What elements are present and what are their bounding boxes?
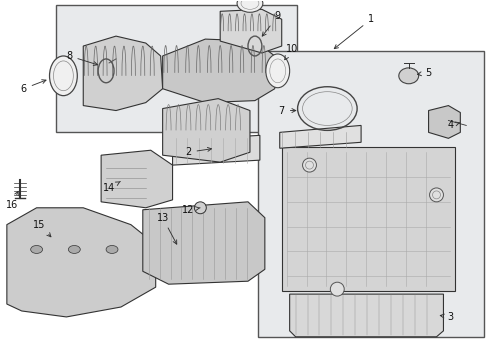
Text: 14: 14 [103,181,121,193]
Text: 3: 3 [440,312,453,322]
Text: 9: 9 [262,11,281,36]
Polygon shape [83,36,163,111]
Text: 7: 7 [279,105,296,116]
Polygon shape [290,294,443,337]
Text: 4: 4 [447,121,460,130]
Ellipse shape [266,54,290,88]
Ellipse shape [330,282,344,296]
Text: 16: 16 [6,192,18,210]
Polygon shape [101,150,172,208]
Polygon shape [163,99,250,162]
Polygon shape [280,125,361,148]
Text: 5: 5 [417,68,432,78]
Text: 13: 13 [156,213,177,244]
Bar [56,5,296,132]
Polygon shape [7,208,156,317]
Ellipse shape [195,202,206,214]
Ellipse shape [302,158,317,172]
Polygon shape [143,202,265,284]
Text: 15: 15 [33,220,51,237]
Text: 2: 2 [185,147,212,157]
Ellipse shape [237,0,263,12]
Ellipse shape [49,56,77,96]
Ellipse shape [106,246,118,253]
Ellipse shape [31,246,43,253]
Polygon shape [429,105,460,138]
Text: 1: 1 [334,14,374,49]
Polygon shape [220,9,282,53]
Text: 8: 8 [66,51,98,66]
Ellipse shape [399,68,418,84]
Text: 12: 12 [182,205,200,215]
Text: 10: 10 [285,44,298,60]
Text: 6: 6 [21,80,46,94]
Ellipse shape [69,246,80,253]
Polygon shape [163,39,275,103]
Bar [282,147,455,291]
Ellipse shape [430,188,443,202]
Bar [258,51,484,337]
Text: 11: 11 [0,359,1,360]
Polygon shape [172,135,260,165]
